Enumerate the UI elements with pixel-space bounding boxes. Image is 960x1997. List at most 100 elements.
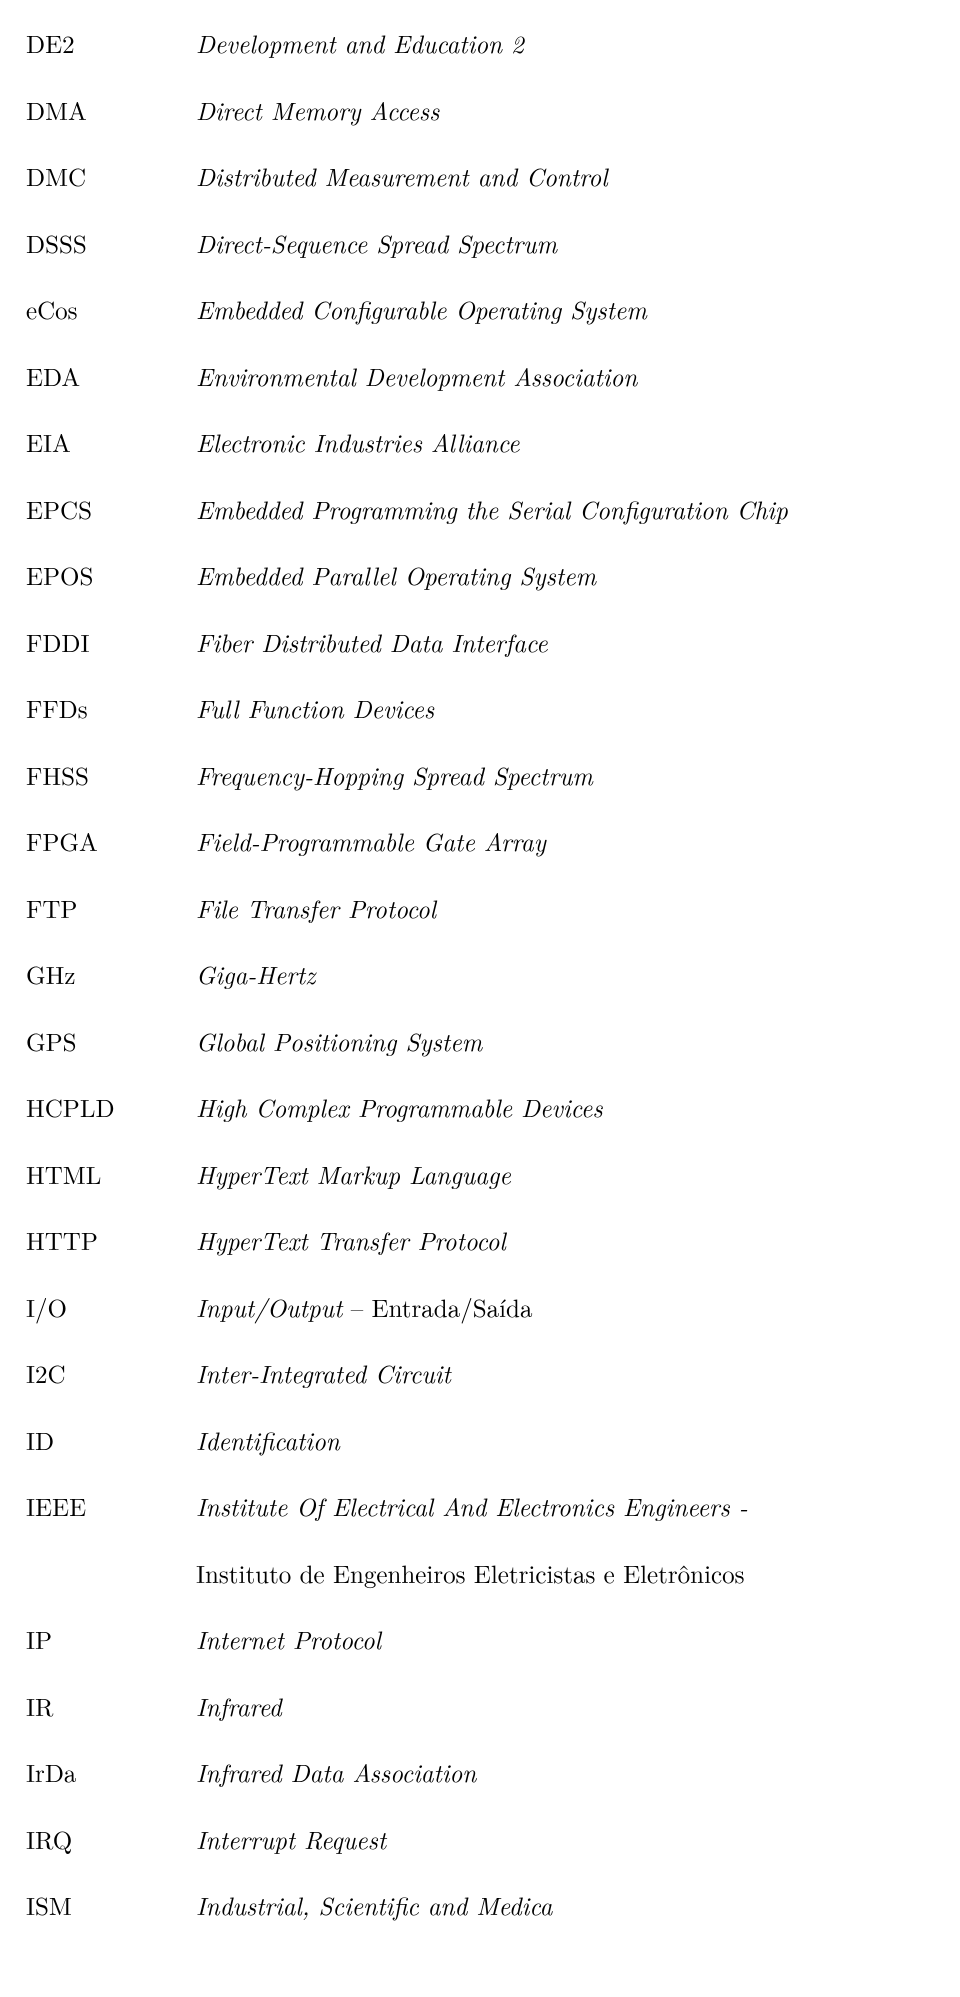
glossary-table: DE2Development and Education 2DMADirect … xyxy=(26,28,788,1957)
def-cell: Infrared xyxy=(196,1691,788,1758)
abbr-cell: FHSS xyxy=(26,760,196,827)
abbr-cell: eCos xyxy=(26,294,196,361)
def-text: Infrared xyxy=(196,1689,282,1724)
def-cell: HyperText Transfer Protocol xyxy=(196,1225,788,1292)
def-cell: Institute Of Electrical And Electronics … xyxy=(196,1491,788,1624)
abbr-cell: HTML xyxy=(26,1159,196,1226)
def-text: Identification xyxy=(196,1423,340,1458)
abbr-cell: IRQ xyxy=(26,1824,196,1891)
glossary-row: HCPLDHigh Complex Programmable Devices xyxy=(26,1092,788,1159)
glossary-row: EPCSEmbedded Programming the Serial Conf… xyxy=(26,494,788,561)
def-cell: Internet Protocol xyxy=(196,1624,788,1691)
glossary-row: EPOSEmbedded Parallel Operating System xyxy=(26,560,788,627)
glossary-row: IEEEInstitute Of Electrical And Electron… xyxy=(26,1491,788,1624)
glossary-row: DMADirect Memory Access xyxy=(26,95,788,162)
glossary-row: IRInfrared xyxy=(26,1691,788,1758)
abbr-cell: FDDI xyxy=(26,627,196,694)
glossary-row: FPGAField-Programmable Gate Array xyxy=(26,826,788,893)
def-cell: Embedded Parallel Operating System xyxy=(196,560,788,627)
glossary-row: GPSGlobal Positioning System xyxy=(26,1026,788,1093)
glossary-row: FFDsFull Function Devices xyxy=(26,693,788,760)
def-text: Distributed Measurement and Control xyxy=(196,159,608,194)
glossary-row: IDIdentification xyxy=(26,1425,788,1492)
def-text: Inter-Integrated Circuit xyxy=(196,1356,451,1391)
def-suffix-upright: – Entrada/Saída xyxy=(342,1290,532,1325)
def-cell: Direct Memory Access xyxy=(196,95,788,162)
def-text: Input/Output xyxy=(196,1290,342,1325)
def-text: Embedded Parallel Operating System xyxy=(196,558,596,593)
abbr-cell: IR xyxy=(26,1691,196,1758)
abbr-cell: HTTP xyxy=(26,1225,196,1292)
glossary-row: FTPFile Transfer Protocol xyxy=(26,893,788,960)
def-cell: Development and Education 2 xyxy=(196,28,788,95)
abbr-cell: DMA xyxy=(26,95,196,162)
def-line2-upright: Instituto de Engenheiros Eletricistas e … xyxy=(196,1558,788,1591)
def-cell: Embedded Programming the Serial Configur… xyxy=(196,494,788,561)
def-cell: File Transfer Protocol xyxy=(196,893,788,960)
def-cell: Embedded Configurable Operating System xyxy=(196,294,788,361)
def-text: Internet Protocol xyxy=(196,1622,381,1657)
def-text: Direct-Sequence Spread Spectrum xyxy=(196,226,557,261)
def-text: Global Positioning System xyxy=(196,1024,482,1059)
glossary-row: EDAEnvironmental Development Association xyxy=(26,361,788,428)
abbr-cell: I2C xyxy=(26,1358,196,1425)
glossary-row: I/OInput/Output – Entrada/Saída xyxy=(26,1292,788,1359)
abbr-cell: FFDs xyxy=(26,693,196,760)
abbr-cell: FPGA xyxy=(26,826,196,893)
abbr-cell: IrDa xyxy=(26,1757,196,1824)
def-cell: Environmental Development Association xyxy=(196,361,788,428)
glossary-row: HTTPHyperText Transfer Protocol xyxy=(26,1225,788,1292)
def-cell: Field-Programmable Gate Array xyxy=(196,826,788,893)
def-text: High Complex Programmable Devices xyxy=(196,1090,603,1125)
abbr-cell: IP xyxy=(26,1624,196,1691)
abbr-cell: DSSS xyxy=(26,228,196,295)
glossary-row: FDDIFiber Distributed Data Interface xyxy=(26,627,788,694)
def-cell: Full Function Devices xyxy=(196,693,788,760)
abbr-cell: EPOS xyxy=(26,560,196,627)
glossary-row: IRQInterrupt Request xyxy=(26,1824,788,1891)
abbr-cell: IEEE xyxy=(26,1491,196,1624)
def-text: Field-Programmable Gate Array xyxy=(196,824,546,859)
def-text: Full Function Devices xyxy=(196,691,434,726)
glossary-row: IrDaInfrared Data Association xyxy=(26,1757,788,1824)
def-text: Embedded Programming the Serial Configur… xyxy=(196,492,788,527)
def-cell: Fiber Distributed Data Interface xyxy=(196,627,788,694)
def-text: Direct Memory Access xyxy=(196,93,439,128)
def-text: Frequency-Hopping Spread Spectrum xyxy=(196,758,593,793)
def-text: Environmental Development Association xyxy=(196,359,637,394)
def-cell: Electronic Industries Alliance xyxy=(196,427,788,494)
abbr-cell: DE2 xyxy=(26,28,196,95)
abbr-cell: DMC xyxy=(26,161,196,228)
def-cell: Global Positioning System xyxy=(196,1026,788,1093)
def-cell: Frequency-Hopping Spread Spectrum xyxy=(196,760,788,827)
glossary-row: HTMLHyperText Markup Language xyxy=(26,1159,788,1226)
glossary-row: I2CInter-Integrated Circuit xyxy=(26,1358,788,1425)
glossary-row: FHSSFrequency-Hopping Spread Spectrum xyxy=(26,760,788,827)
def-cell: High Complex Programmable Devices xyxy=(196,1092,788,1159)
glossary-row: GHzGiga-Hertz xyxy=(26,959,788,1026)
def-text: Industrial, Scientific and Medica xyxy=(196,1888,552,1923)
glossary-row: DSSSDirect-Sequence Spread Spectrum xyxy=(26,228,788,295)
def-text: File Transfer Protocol xyxy=(196,891,436,926)
def-text: Electronic Industries Alliance xyxy=(196,425,520,460)
def-text: HyperText Markup Language xyxy=(196,1157,511,1192)
abbr-cell: ID xyxy=(26,1425,196,1492)
glossary-row: IPInternet Protocol xyxy=(26,1624,788,1691)
abbr-cell: EPCS xyxy=(26,494,196,561)
def-cell: Industrial, Scientific and Medica xyxy=(196,1890,788,1957)
glossary-row: ISMIndustrial, Scientific and Medica xyxy=(26,1890,788,1957)
def-cell: Inter-Integrated Circuit xyxy=(196,1358,788,1425)
def-cell: HyperText Markup Language xyxy=(196,1159,788,1226)
abbr-cell: FTP xyxy=(26,893,196,960)
def-cell: Infrared Data Association xyxy=(196,1757,788,1824)
glossary-row: EIAElectronic Industries Alliance xyxy=(26,427,788,494)
glossary-row: eCosEmbedded Configurable Operating Syst… xyxy=(26,294,788,361)
def-text: Giga-Hertz xyxy=(196,957,315,992)
def-cell: Direct-Sequence Spread Spectrum xyxy=(196,228,788,295)
def-cell: Interrupt Request xyxy=(196,1824,788,1891)
abbr-cell: ISM xyxy=(26,1890,196,1957)
def-text: Fiber Distributed Data Interface xyxy=(196,625,548,660)
glossary-row: DE2Development and Education 2 xyxy=(26,28,788,95)
abbr-cell: EDA xyxy=(26,361,196,428)
glossary-row: DMCDistributed Measurement and Control xyxy=(26,161,788,228)
